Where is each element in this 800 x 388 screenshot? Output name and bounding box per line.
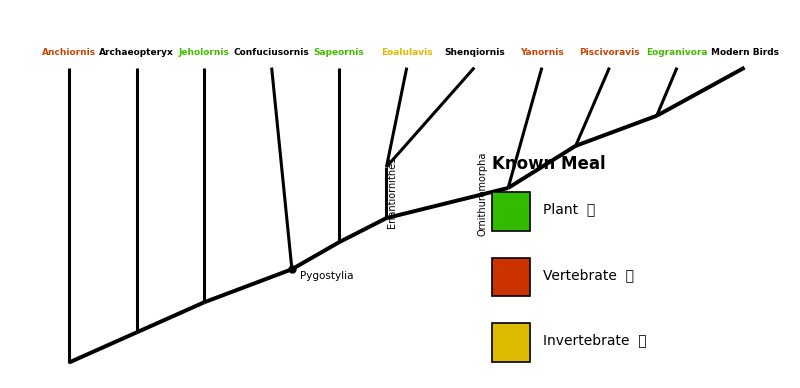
Text: Modern Birds: Modern Birds bbox=[710, 48, 778, 57]
Text: Plant  🌿: Plant 🌿 bbox=[543, 203, 596, 217]
Text: Yanornis: Yanornis bbox=[520, 48, 564, 57]
Text: Sapeornis: Sapeornis bbox=[314, 48, 365, 57]
Text: Confuciusornis: Confuciusornis bbox=[234, 48, 310, 57]
Text: Archaeopteryx: Archaeopteryx bbox=[99, 48, 174, 57]
Text: Shenqiornis: Shenqiornis bbox=[444, 48, 505, 57]
Text: Ornithuromorpha: Ornithuromorpha bbox=[478, 152, 488, 236]
Text: Vertebrate  🐟: Vertebrate 🐟 bbox=[543, 268, 634, 282]
FancyBboxPatch shape bbox=[492, 192, 530, 230]
FancyBboxPatch shape bbox=[492, 258, 530, 296]
Text: Jeholornis: Jeholornis bbox=[178, 48, 230, 57]
Text: Invertebrate  🦀: Invertebrate 🦀 bbox=[543, 333, 647, 347]
Text: Anchiornis: Anchiornis bbox=[42, 48, 96, 57]
Text: Eogranivora: Eogranivora bbox=[646, 48, 708, 57]
Text: Eoalulavis: Eoalulavis bbox=[381, 48, 433, 57]
Text: Piscivoravis: Piscivoravis bbox=[579, 48, 640, 57]
Text: Known Meal: Known Meal bbox=[492, 156, 606, 173]
Text: Enantiornithes: Enantiornithes bbox=[386, 157, 397, 228]
FancyBboxPatch shape bbox=[492, 323, 530, 362]
Text: Pygostylia: Pygostylia bbox=[300, 271, 354, 281]
